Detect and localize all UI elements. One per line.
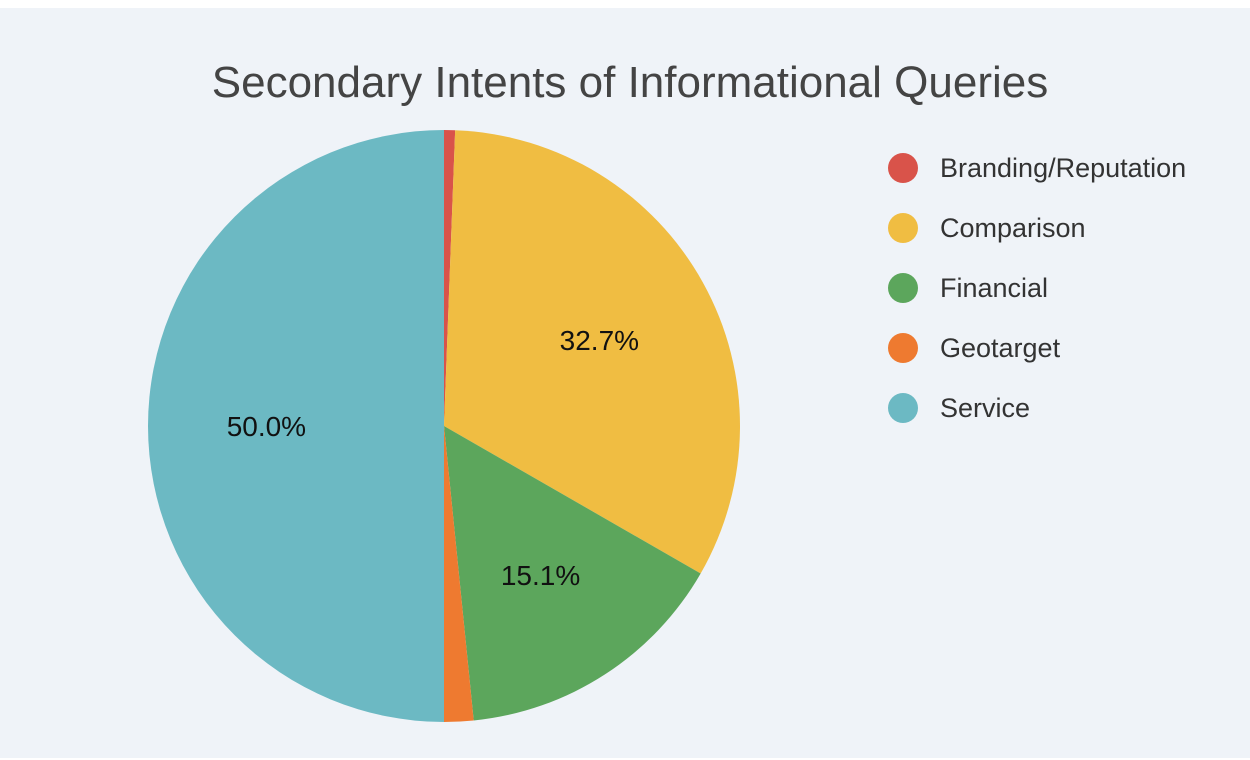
legend-label: Branding/Reputation	[940, 152, 1187, 183]
legend-marker	[888, 273, 918, 303]
pie-slice-service	[148, 130, 444, 722]
pie-slice-comparison	[444, 130, 740, 574]
pie-slice-geotarget	[444, 426, 474, 722]
pie-slice-branding-reputation	[444, 130, 456, 426]
legend-marker	[888, 153, 918, 183]
legend-label: Geotarget	[940, 332, 1061, 363]
legend-item: Comparison	[888, 198, 1186, 258]
legend-label: Service	[940, 392, 1031, 423]
chart-panel: Secondary Intents of Informational Queri…	[0, 8, 1250, 758]
legend-item: Financial	[888, 258, 1186, 318]
legend-marker	[888, 213, 918, 243]
chart-title: Secondary Intents of Informational Queri…	[211, 58, 1049, 107]
data-label: 50.0%	[227, 411, 306, 442]
legend-item: Service	[888, 378, 1186, 438]
pie-chart: 32.7% 15.1% 50.0%	[148, 130, 740, 722]
legend: Branding/Reputation Comparison Financial Ge…	[888, 138, 1186, 438]
legend-marker	[888, 393, 918, 423]
legend-item: Branding/Reputation	[888, 138, 1186, 198]
data-label: 32.7%	[560, 325, 639, 356]
pie-slice-financial	[444, 426, 701, 721]
legend-label: Comparison	[940, 212, 1086, 243]
legend-label: Financial	[940, 272, 1049, 303]
data-label: 15.1%	[501, 560, 580, 591]
legend-item: Geotarget	[888, 318, 1186, 378]
legend-marker	[888, 333, 918, 363]
